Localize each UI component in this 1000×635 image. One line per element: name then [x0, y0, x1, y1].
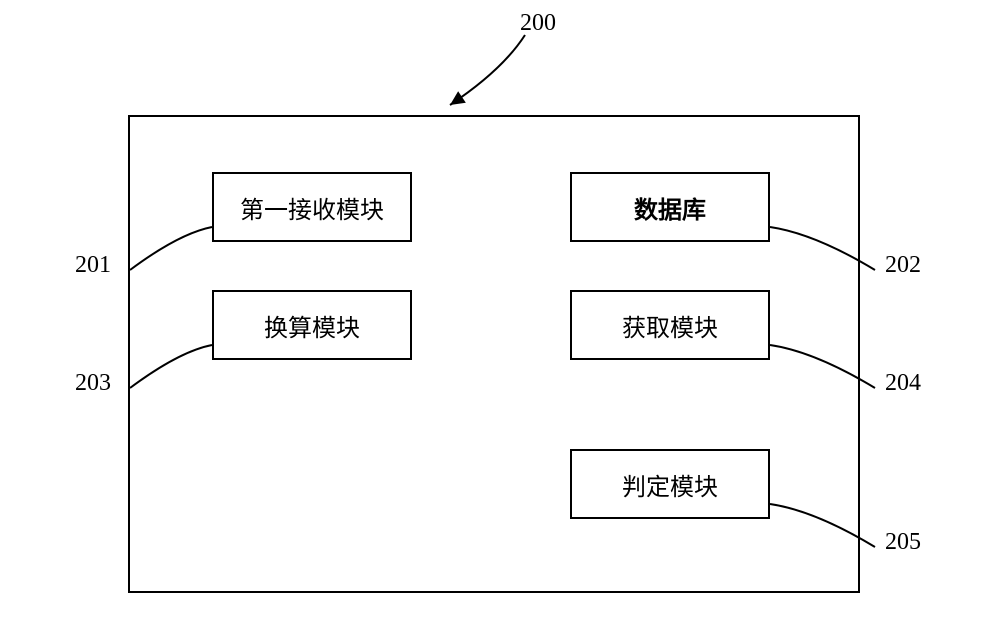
- reference-number-204: 204: [885, 370, 921, 397]
- module-box-204: 获取模块: [570, 290, 770, 360]
- title-arrow-line: [450, 35, 525, 105]
- module-label-205: 判定模块: [622, 467, 718, 502]
- module-label-201: 第一接收模块: [240, 190, 384, 225]
- module-label-203: 换算模块: [264, 308, 360, 343]
- reference-number-201: 201: [75, 252, 111, 279]
- title-arrow-head: [450, 91, 466, 105]
- reference-number-202: 202: [885, 252, 921, 279]
- module-box-203: 换算模块: [212, 290, 412, 360]
- module-box-205: 判定模块: [570, 449, 770, 519]
- module-box-201: 第一接收模块: [212, 172, 412, 242]
- reference-number-205: 205: [885, 529, 921, 556]
- title-reference-number: 200: [520, 10, 556, 37]
- reference-number-203: 203: [75, 370, 111, 397]
- module-label-204: 获取模块: [622, 308, 718, 343]
- module-box-202: 数据库: [570, 172, 770, 242]
- module-label-202: 数据库: [634, 190, 706, 225]
